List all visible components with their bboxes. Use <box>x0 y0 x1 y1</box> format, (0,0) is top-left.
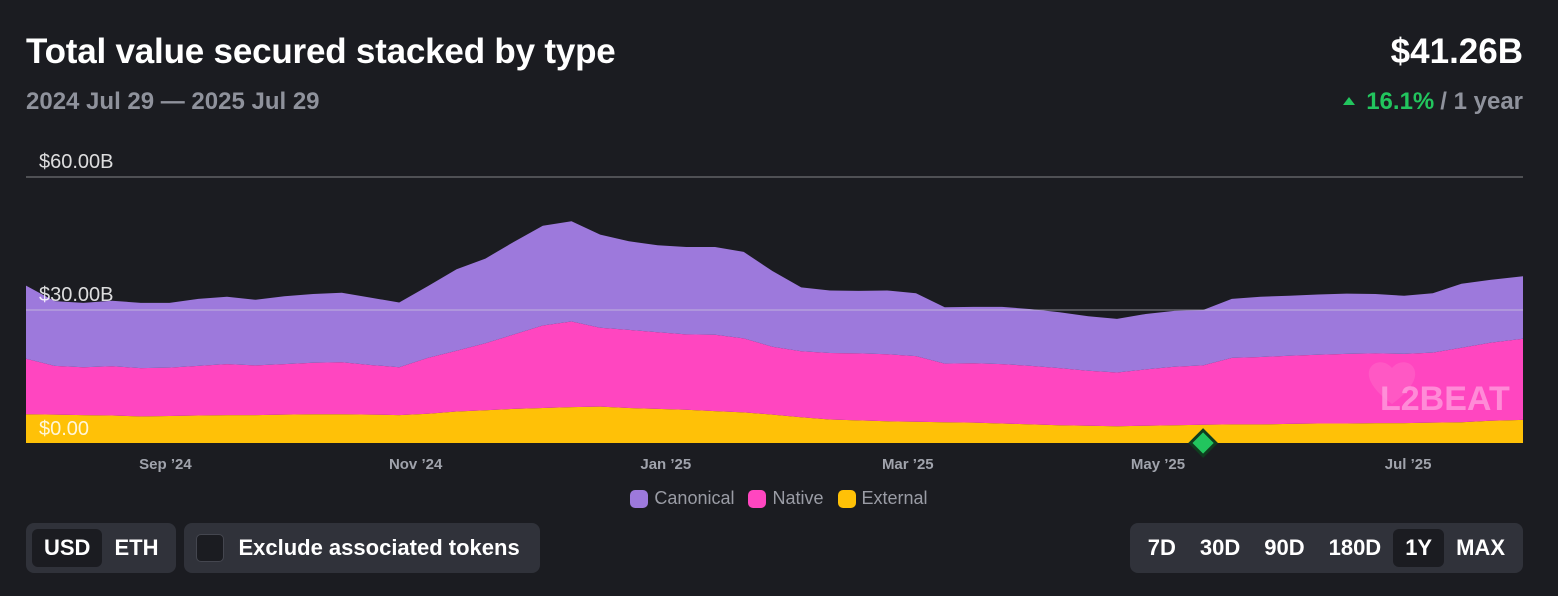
series-area-external <box>26 406 1523 443</box>
range-option-7d[interactable]: 7D <box>1147 535 1176 560</box>
exclude-associated-tokens-checkbox[interactable]: Exclude associated tokens <box>184 523 540 573</box>
range-option-30d[interactable]: 30D <box>1199 535 1241 560</box>
chart-title: Total value secured stacked by type <box>26 32 616 71</box>
date-range: 2024 Jul 29 — 2025 Jul 29 <box>26 88 320 115</box>
legend-swatch <box>748 489 767 508</box>
currency-option-usd[interactable]: USD <box>32 529 103 567</box>
legend-swatch <box>630 489 649 508</box>
left-controls: USD ETH Exclude associated tokens <box>26 523 540 573</box>
y-tick-label: $30.00B <box>39 284 114 306</box>
y-tick-label: $60.00B <box>39 151 114 173</box>
chart-legend: Canonical Native External <box>0 488 1558 509</box>
range-option-90d[interactable]: 90D <box>1264 535 1305 560</box>
legend-label: Native <box>772 488 824 508</box>
x-tick-label: Nov ’24 <box>389 456 443 473</box>
currency-option-eth[interactable]: ETH <box>114 535 159 560</box>
series-area-canonical <box>26 221 1523 373</box>
legend-swatch <box>837 489 856 508</box>
time-range-toggle: 7D 30D 90D 180D 1Y MAX <box>1129 523 1523 573</box>
x-tick-label: Jan ’25 <box>640 456 691 473</box>
range-option-max[interactable]: MAX <box>1456 535 1505 560</box>
date-marker-diamond[interactable] <box>1188 428 1218 458</box>
x-tick-label: Sep ’24 <box>139 456 192 473</box>
legend-label: External <box>861 488 928 508</box>
legend-item-external[interactable]: External <box>837 488 928 509</box>
x-tick-label: Jul ’25 <box>1385 456 1432 473</box>
right-controls: 7D 30D 90D 180D 1Y MAX <box>1129 523 1523 573</box>
checkbox-icon[interactable] <box>196 534 225 562</box>
arrow-up-icon <box>1343 96 1356 105</box>
total-value: $41.26B <box>1390 32 1523 71</box>
l2beat-logo: L2BEAT <box>1368 362 1510 418</box>
chart-header: Total value secured stacked by type 2024… <box>26 28 1523 128</box>
x-tick-label: Mar ’25 <box>882 456 934 473</box>
change-period: / 1 year <box>1440 88 1523 115</box>
range-option-180d[interactable]: 180D <box>1328 535 1382 560</box>
watermark-text: L2BEAT <box>1380 380 1510 418</box>
x-tick-label: May ’25 <box>1131 456 1185 473</box>
legend-item-canonical[interactable]: Canonical <box>630 488 734 509</box>
change-percent: 16.1% <box>1366 88 1435 115</box>
currency-toggle: USD ETH <box>26 523 177 573</box>
stacked-area-chart[interactable]: $0.00 $30.00B $60.00B Sep ’24 Nov ’24 Jan ’25… <box>0 0 1558 480</box>
legend-label: Canonical <box>654 488 735 508</box>
series-area-native <box>26 321 1523 427</box>
y-tick-label: $0.00 <box>39 418 89 440</box>
change-indicator: 16.1% / 1 year <box>1343 88 1523 116</box>
range-option-1y[interactable]: 1Y <box>1393 529 1445 567</box>
exclude-associated-tokens-label: Exclude associated tokens <box>238 535 520 560</box>
legend-item-native[interactable]: Native <box>748 488 824 509</box>
